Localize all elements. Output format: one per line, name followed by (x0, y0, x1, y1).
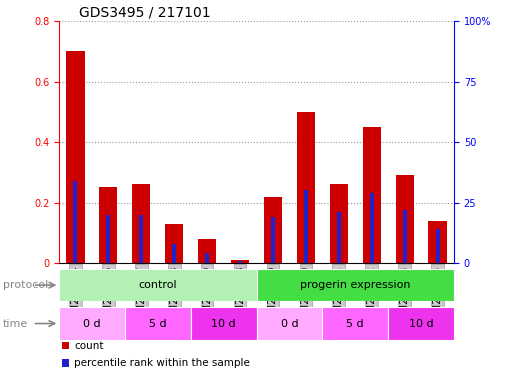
Bar (140, 215, 143, 263)
Text: 0 d: 0 d (281, 318, 298, 329)
Text: protocol: protocol (3, 280, 48, 290)
Bar (428, 221, 447, 263)
Bar (256, 307, 322, 340)
Text: 10 d: 10 d (409, 318, 433, 329)
Bar (297, 112, 315, 263)
Bar (256, 269, 454, 301)
Text: 10 d: 10 d (211, 318, 236, 329)
Bar (264, 197, 282, 263)
Bar (191, 307, 256, 340)
Bar (73, 181, 77, 263)
Bar (165, 224, 183, 263)
Bar (330, 184, 348, 263)
Bar (436, 229, 440, 263)
Bar (231, 260, 249, 263)
Bar (106, 215, 110, 263)
Text: percentile rank within the sample: percentile rank within the sample (74, 358, 250, 368)
Bar (388, 307, 454, 340)
Text: time: time (3, 318, 28, 329)
Text: control: control (139, 280, 177, 290)
Bar (100, 187, 117, 263)
Text: count: count (74, 341, 104, 351)
Bar (125, 307, 191, 340)
Bar (363, 127, 381, 263)
Text: 0 d: 0 d (83, 318, 101, 329)
Bar (271, 217, 275, 263)
Text: 5 d: 5 d (346, 318, 364, 329)
Bar (238, 261, 242, 263)
Text: GDS3495 / 217101: GDS3495 / 217101 (79, 6, 210, 20)
Bar (172, 244, 176, 263)
Bar (337, 212, 341, 263)
Bar (396, 175, 413, 263)
Bar (322, 307, 388, 340)
Bar (403, 210, 407, 263)
Bar (370, 193, 373, 263)
Text: 5 d: 5 d (149, 318, 167, 329)
Bar (66, 51, 85, 263)
Bar (198, 239, 216, 263)
Bar (59, 307, 125, 340)
Bar (132, 184, 150, 263)
Bar (205, 253, 209, 263)
Text: progerin expression: progerin expression (300, 280, 410, 290)
Bar (304, 190, 308, 263)
Bar (59, 269, 256, 301)
